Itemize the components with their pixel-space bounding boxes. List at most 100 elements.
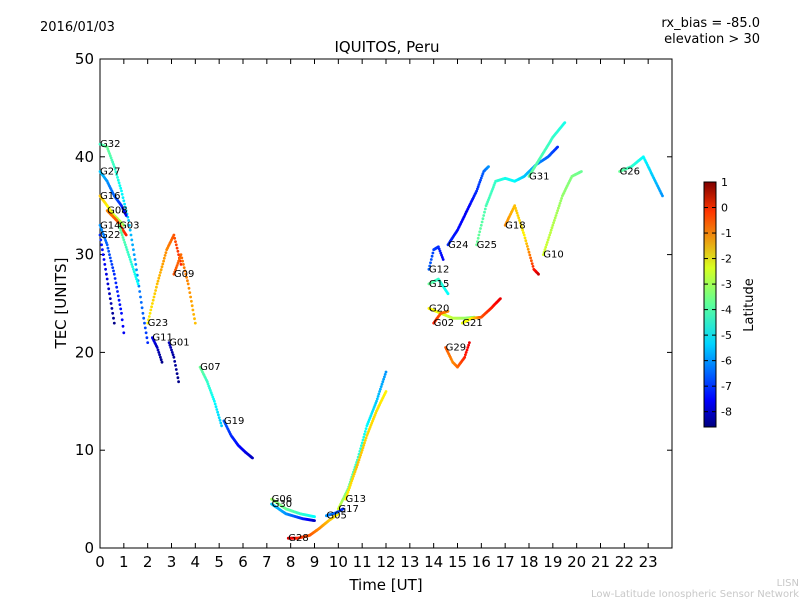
data-point — [176, 261, 180, 265]
data-point — [105, 145, 109, 149]
data-point — [174, 364, 177, 367]
data-point — [124, 233, 128, 237]
data-point — [170, 351, 174, 354]
data-point — [526, 245, 529, 248]
data-point — [101, 253, 105, 256]
data-point — [219, 421, 223, 425]
data-point — [556, 209, 559, 213]
y-axis-label: TEC [UNITS] — [52, 258, 70, 350]
data-point — [563, 121, 567, 124]
data-point — [128, 228, 132, 232]
data-point — [464, 353, 467, 357]
data-point — [182, 263, 185, 266]
data-point — [465, 348, 469, 352]
data-point — [481, 217, 485, 221]
series-label: G12 — [429, 264, 449, 275]
data-point — [105, 272, 108, 276]
data-point — [150, 305, 154, 309]
data-point — [108, 253, 111, 256]
data-point — [105, 277, 109, 281]
data-point — [135, 277, 138, 281]
data-point — [482, 214, 486, 217]
data-point — [521, 228, 524, 232]
data-point — [353, 470, 357, 474]
elevation-label: elevation > 30 — [664, 32, 760, 47]
data-point — [117, 181, 121, 185]
data-point — [360, 448, 364, 452]
data-point — [163, 254, 167, 257]
data-point — [542, 250, 546, 254]
series-label: G19 — [224, 416, 244, 427]
colorbar-label: Latitude — [742, 278, 757, 332]
data-point — [191, 308, 195, 312]
data-point — [483, 207, 487, 211]
data-point — [155, 346, 159, 349]
data-point — [122, 223, 126, 227]
data-point — [107, 249, 111, 253]
data-point — [184, 272, 188, 276]
data-point — [439, 251, 443, 255]
data-point — [478, 230, 482, 234]
colorbar-tick-label: -1 — [721, 227, 732, 240]
x-tick-label: 23 — [639, 553, 658, 571]
data-point — [172, 355, 176, 359]
data-point — [133, 258, 137, 261]
data-point — [193, 317, 196, 321]
data-point — [132, 253, 136, 256]
data-point — [479, 176, 483, 180]
data-point — [103, 236, 107, 240]
data-point — [113, 167, 117, 171]
data-point — [123, 241, 126, 244]
y-tick-label: 50 — [75, 50, 94, 68]
data-point — [181, 259, 185, 263]
data-point — [489, 192, 493, 195]
x-tick-label: 8 — [286, 553, 296, 571]
data-point — [549, 231, 552, 235]
series-label: G07 — [200, 362, 220, 373]
data-point — [371, 408, 375, 411]
data-point — [114, 281, 118, 285]
data-point — [514, 209, 518, 213]
data-point — [121, 196, 125, 200]
x-tick-label: 4 — [191, 553, 201, 571]
series-label: G06 — [272, 494, 292, 505]
data-point — [313, 519, 316, 522]
data-point — [361, 438, 365, 442]
data-point — [113, 277, 117, 280]
data-point — [313, 515, 316, 519]
data-point — [193, 321, 197, 325]
colorbar-tick-label: -7 — [721, 380, 732, 393]
data-point — [220, 424, 224, 428]
series-label: G28 — [288, 533, 308, 544]
colorbar — [703, 181, 717, 428]
data-point — [515, 211, 519, 215]
data-point — [127, 223, 131, 227]
data-point — [441, 256, 444, 259]
data-point — [251, 456, 254, 460]
data-point — [368, 426, 372, 429]
date-label: 2016/01/03 — [40, 20, 115, 35]
series-label: G29 — [446, 343, 466, 354]
data-point — [487, 165, 490, 169]
data-point — [132, 270, 136, 274]
data-point — [363, 439, 367, 442]
data-point — [159, 271, 162, 274]
data-point — [140, 306, 144, 310]
data-point — [351, 477, 354, 480]
chart-title: IQUITOS, Peru — [334, 38, 439, 56]
data-point — [122, 238, 126, 242]
data-point — [168, 343, 172, 347]
data-point — [189, 295, 193, 299]
footer-lisn: LISN — [777, 578, 799, 589]
data-point — [476, 240, 479, 244]
data-point — [100, 243, 103, 247]
data-point — [176, 376, 180, 380]
data-point — [441, 258, 445, 261]
data-point — [553, 219, 556, 222]
data-point — [174, 243, 178, 247]
series-label: G32 — [100, 139, 120, 150]
data-point — [159, 268, 163, 272]
x-tick-label: 7 — [262, 553, 272, 571]
data-point — [149, 308, 153, 312]
series-label: G11 — [152, 333, 172, 344]
